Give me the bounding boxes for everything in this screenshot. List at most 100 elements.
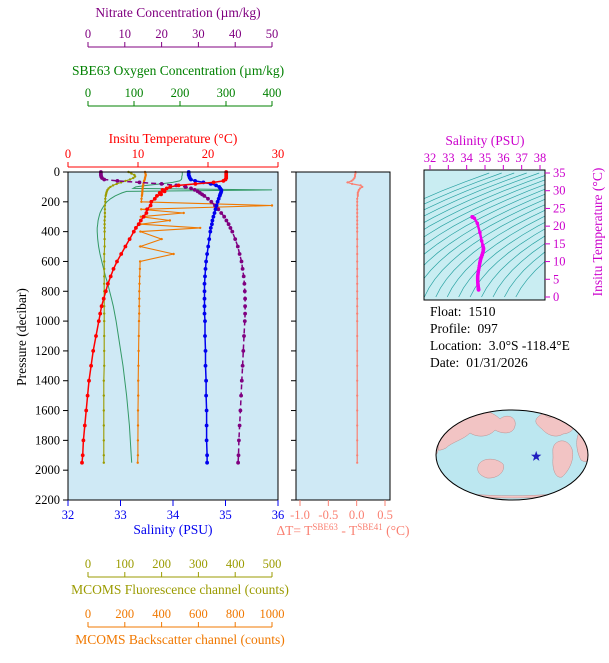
salinity-axis: 32 33 34 35 36	[62, 500, 285, 522]
svg-text:32: 32	[62, 508, 75, 522]
svg-text:1000: 1000	[260, 607, 285, 621]
svg-text:1000: 1000	[35, 314, 60, 328]
svg-text:-0.5: -0.5	[318, 508, 338, 522]
delta-t-plot-frame	[295, 171, 391, 501]
svg-text:30: 30	[272, 147, 285, 161]
svg-text:0: 0	[85, 557, 91, 571]
svg-text:400: 400	[41, 225, 60, 239]
profile-label: Profile:	[430, 321, 471, 336]
map-outline	[435, 409, 589, 501]
float-id-line: Float: 1510	[430, 303, 570, 320]
backscatter-axis-title: MCOMS Backscatter channel (counts)	[75, 632, 285, 647]
fluorescence-axis-title: MCOMS Fluorescence channel (counts)	[71, 582, 289, 597]
float-location-star	[531, 450, 542, 461]
location-line: Location: 3.0°S -118.4°E	[430, 337, 570, 354]
svg-text:38: 38	[534, 151, 547, 165]
svg-text:300: 300	[217, 86, 236, 100]
svg-text:1200: 1200	[35, 344, 60, 358]
ts-profile-curve	[470, 215, 486, 292]
date-value: 01/31/2026	[466, 355, 528, 370]
svg-text:300: 300	[189, 557, 208, 571]
float-label: Float:	[430, 304, 462, 319]
delta-t-title-suffix: (°C)	[382, 523, 410, 538]
svg-text:20: 20	[202, 147, 215, 161]
svg-text:800: 800	[226, 607, 245, 621]
svg-text:36: 36	[497, 151, 510, 165]
svg-text:30: 30	[192, 27, 205, 41]
svg-text:0.0: 0.0	[349, 508, 365, 522]
svg-text:20: 20	[553, 219, 566, 233]
backscatter-axis: 0 200 400 600 800 1000	[85, 607, 285, 628]
svg-text:2000: 2000	[35, 463, 60, 477]
delta-t-axis: -1.0 -0.5 0.0 0.5	[290, 500, 393, 522]
svg-text:33: 33	[442, 151, 455, 165]
svg-text:36: 36	[272, 508, 285, 522]
svg-text:400: 400	[152, 607, 171, 621]
svg-text:0: 0	[65, 147, 71, 161]
location-label: Location:	[430, 338, 482, 353]
svg-text:32: 32	[424, 151, 437, 165]
oxygen-axis-title: SBE63 Oxygen Concentration (µm/kg)	[71, 63, 285, 78]
svg-text:1600: 1600	[35, 404, 60, 418]
svg-text:200: 200	[171, 86, 190, 100]
delta-t-title-mid: - T	[337, 523, 358, 538]
svg-text:35: 35	[553, 166, 566, 180]
nitrate-axis-title: Nitrate Concentration (µm/kg)	[95, 5, 261, 20]
svg-text:-1.0: -1.0	[290, 508, 310, 522]
svg-text:10: 10	[119, 27, 132, 41]
svg-text:800: 800	[41, 284, 60, 298]
svg-text:15: 15	[553, 237, 566, 251]
series-backscatter	[136, 170, 274, 464]
svg-text:200: 200	[115, 607, 134, 621]
world-map	[435, 409, 589, 501]
isopycnal-contours	[424, 172, 545, 298]
delta-t-axis-title: ΔT= TSBE63 - TSBE41 (°C)	[243, 522, 443, 539]
delta-t-title-sup1: SBE63	[312, 522, 338, 532]
series-nitrate	[99, 170, 248, 465]
svg-text:1400: 1400	[35, 374, 60, 388]
delta-t-plot-area	[296, 172, 390, 500]
svg-text:100: 100	[125, 86, 144, 100]
float-value: 1510	[468, 304, 496, 319]
series-fluorescence	[102, 170, 137, 464]
info-block: Float: 1510 Profile: 097 Location: 3.0°S -1…	[430, 303, 570, 371]
svg-text:10: 10	[132, 147, 145, 161]
svg-text:2200: 2200	[35, 493, 60, 507]
svg-text:600: 600	[189, 607, 208, 621]
svg-text:5: 5	[553, 272, 559, 286]
series-temperature	[80, 170, 229, 465]
temperature-axis-title: Insitu Temperature (°C)	[108, 131, 238, 146]
svg-text:400: 400	[226, 557, 245, 571]
svg-text:0: 0	[85, 607, 91, 621]
series-delta_t	[345, 170, 364, 464]
delta-t-title-prefix: ΔT= T	[276, 523, 313, 538]
profile-value: 097	[477, 321, 498, 336]
date-label: Date:	[430, 355, 460, 370]
svg-text:50: 50	[266, 27, 279, 41]
main-plot-area	[68, 172, 278, 500]
svg-text:35: 35	[479, 151, 492, 165]
pressure-axis-title: Pressure (decibar)	[14, 288, 29, 386]
svg-text:0: 0	[54, 165, 60, 179]
ts-salinity-axis-title: Salinity (PSU)	[445, 133, 525, 148]
svg-text:34: 34	[167, 508, 180, 522]
svg-text:20: 20	[155, 27, 168, 41]
svg-text:1800: 1800	[35, 433, 60, 447]
ts-plot-area	[424, 170, 545, 300]
svg-text:200: 200	[152, 557, 171, 571]
svg-text:30: 30	[553, 184, 566, 198]
svg-text:200: 200	[41, 195, 60, 209]
svg-text:25: 25	[553, 201, 566, 215]
svg-text:33: 33	[114, 508, 127, 522]
ts-salinity-axis: 32 33 34 35 36 37 38	[424, 151, 547, 170]
svg-text:34: 34	[460, 151, 473, 165]
svg-text:400: 400	[263, 86, 282, 100]
svg-text:600: 600	[41, 254, 60, 268]
nitrate-axis: 0 10 20 30 40 50	[85, 27, 279, 48]
location-value: 3.0°S -118.4°E	[488, 338, 570, 353]
svg-text:10: 10	[553, 255, 566, 269]
svg-text:35: 35	[219, 508, 232, 522]
oxygen-axis: 0 100 200 300 400	[85, 86, 282, 107]
fluorescence-axis: 0 100 200 300 400 500	[85, 557, 281, 578]
